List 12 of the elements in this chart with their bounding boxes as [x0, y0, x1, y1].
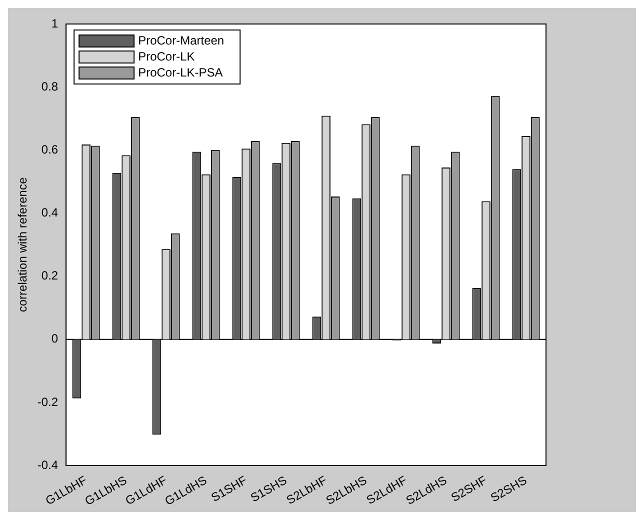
y-tick-label: -0.2: [37, 394, 58, 409]
legend-label: ProCor-LK-PSA: [138, 65, 223, 80]
legend-label: ProCor-Marteen: [138, 33, 224, 48]
y-tick-label: 0.2: [41, 268, 58, 283]
y-tick-label: 0.4: [41, 206, 58, 220]
legend-label: ProCor-LK: [138, 49, 195, 64]
y-axis-title: correlation with reference: [16, 177, 30, 312]
y-tick-label: -0.4: [37, 458, 58, 472]
y-tick-label: 0.8: [41, 79, 58, 94]
y-tick-label: 0: [51, 332, 58, 346]
y-tick-label: 1: [51, 16, 58, 30]
y-tick-label: 0.6: [41, 142, 58, 156]
